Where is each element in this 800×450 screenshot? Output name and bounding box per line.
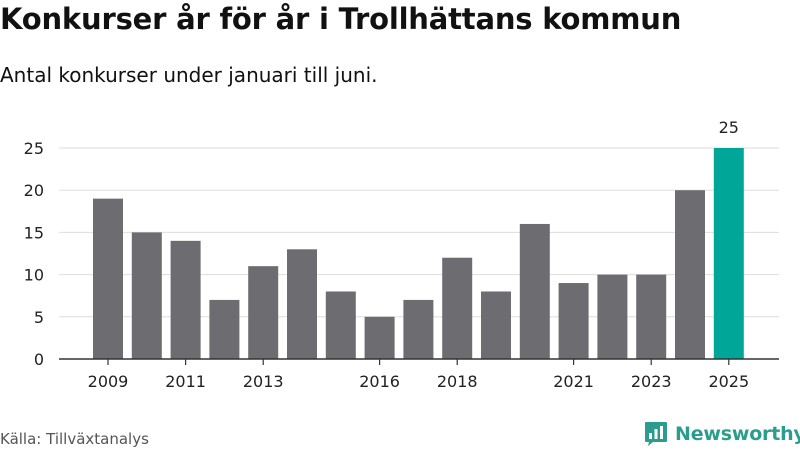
x-tick-label: 2025 bbox=[708, 372, 749, 391]
bar-2023 bbox=[636, 274, 667, 359]
source-note: Källa: Tillväxtanalys bbox=[0, 430, 149, 448]
gridlines bbox=[59, 147, 779, 318]
y-tick-label: 10 bbox=[24, 266, 44, 285]
x-axis-ticks: 2009 2011 2013 2016 2018 2021 2023 2025 bbox=[88, 359, 749, 391]
x-tick-label: 2013 bbox=[243, 372, 284, 391]
bar-2018 bbox=[442, 257, 473, 359]
x-tick-label: 2011 bbox=[165, 372, 206, 391]
bar-2015 bbox=[325, 291, 356, 359]
bar-2025 bbox=[713, 148, 744, 359]
x-tick-label: 2016 bbox=[359, 372, 400, 391]
newsworthy-logo: Newsworthy bbox=[644, 420, 800, 448]
y-tick-label: 25 bbox=[24, 139, 44, 158]
bar-2012 bbox=[209, 299, 240, 359]
y-tick-label: 5 bbox=[34, 308, 44, 327]
y-tick-label: 15 bbox=[24, 223, 44, 242]
chart-subtitle: Antal konkurser under januari till juni. bbox=[0, 63, 378, 87]
data-label-2025: 25 bbox=[719, 118, 739, 137]
bar-2021 bbox=[558, 283, 589, 359]
x-tick-label: 2018 bbox=[437, 372, 478, 391]
bar-2013 bbox=[248, 266, 279, 359]
bar-2011 bbox=[170, 240, 201, 359]
bar-2014 bbox=[287, 249, 317, 359]
chart-title: Konkurser år för år i Trollhättans kommu… bbox=[0, 2, 682, 36]
y-tick-label: 20 bbox=[24, 181, 44, 200]
x-tick-label: 2023 bbox=[631, 372, 672, 391]
data-labels: 25 bbox=[719, 118, 739, 137]
bar-2010 bbox=[131, 232, 162, 359]
y-tick-label: 0 bbox=[34, 350, 44, 369]
x-tick-label: 2021 bbox=[553, 372, 594, 391]
bar-2019 bbox=[481, 291, 511, 359]
bar-2009 bbox=[93, 198, 123, 359]
bar-2017 bbox=[403, 299, 434, 359]
bar-2020 bbox=[519, 223, 550, 359]
bar-2016 bbox=[364, 316, 395, 359]
x-tick-label: 2009 bbox=[88, 372, 129, 391]
bars bbox=[93, 148, 744, 359]
bar-2024 bbox=[675, 190, 705, 359]
bar-2022 bbox=[597, 274, 628, 359]
brand-name: Newsworthy bbox=[675, 423, 800, 445]
y-axis-ticks: 0 5 10 15 20 25 bbox=[24, 139, 44, 369]
newsworthy-chart-icon bbox=[645, 422, 667, 446]
